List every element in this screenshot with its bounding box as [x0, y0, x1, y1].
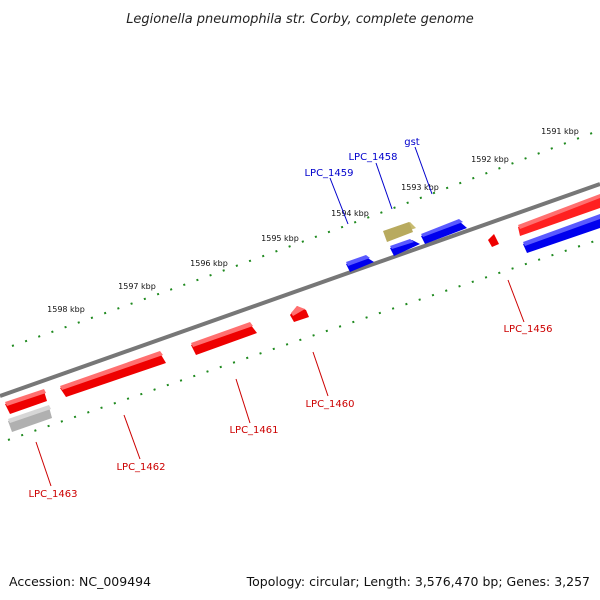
- kbp-label: 1592 kbp: [471, 155, 509, 164]
- reverse-gene[interactable]: [488, 234, 499, 247]
- kbp-label: 1593 kbp: [401, 183, 439, 192]
- genome-title: Legionella pneumophila str. Corby, compl…: [126, 12, 474, 27]
- forward-gene[interactable]: [346, 255, 374, 272]
- kbp-label: 1594 kbp: [331, 209, 369, 218]
- kbp-label: 1598 kbp: [47, 305, 85, 314]
- reverse-gene[interactable]: [290, 306, 309, 322]
- accession-text: Accession: NC_009494: [9, 574, 151, 589]
- forward-gene[interactable]: [518, 194, 600, 236]
- leader-lines: [35, 146, 525, 487]
- gene-label-lpc-1459[interactable]: LPC_1459: [304, 168, 353, 179]
- kbp-label: 1591 kbp: [541, 127, 579, 136]
- genome-summary-text: Topology: circular; Length: 3,576,470 bp…: [246, 574, 590, 589]
- genome-backbone: [0, 182, 600, 398]
- forward-gene[interactable]: [383, 222, 416, 242]
- gene-label-lpc-1461[interactable]: LPC_1461: [229, 425, 278, 436]
- pseudo-gene[interactable]: [8, 405, 52, 432]
- inner-tick-track: [7, 239, 599, 441]
- reverse-gene[interactable]: [523, 214, 600, 253]
- kbp-label: 1596 kbp: [190, 259, 228, 268]
- reverse-gene[interactable]: [191, 322, 257, 355]
- reverse-gene[interactable]: [5, 389, 47, 414]
- gene-label-lpc-1458[interactable]: LPC_1458: [348, 152, 397, 163]
- forward-gene[interactable]: [421, 219, 467, 244]
- kbp-label: 1597 kbp: [118, 282, 156, 291]
- outer-tick-track: [11, 129, 600, 347]
- gene-label-gst[interactable]: gst: [404, 137, 420, 148]
- reverse-gene[interactable]: [60, 351, 166, 397]
- gene-label-lpc-1456[interactable]: LPC_1456: [503, 324, 552, 335]
- kbp-label: 1595 kbp: [261, 234, 299, 243]
- forward-gene[interactable]: [390, 239, 420, 256]
- gene-label-lpc-1460[interactable]: LPC_1460: [305, 399, 354, 410]
- gene-label-lpc-1463[interactable]: LPC_1463: [28, 489, 77, 500]
- gene-label-lpc-1462[interactable]: LPC_1462: [116, 462, 165, 473]
